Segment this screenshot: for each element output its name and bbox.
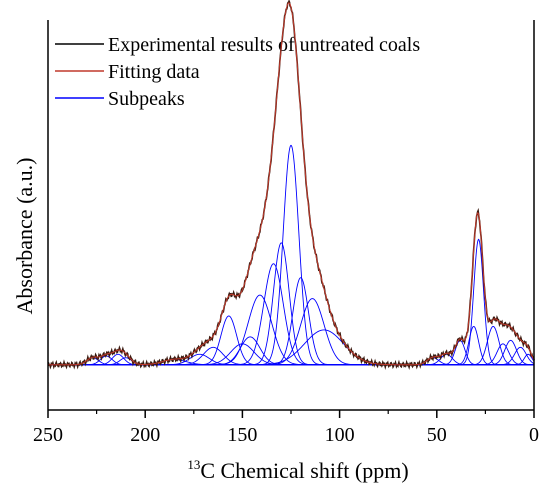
- legend-label: Fitting data: [108, 61, 200, 83]
- x-axis-label-text: C Chemical shift (ppm): [200, 458, 408, 483]
- x-axis-label-superscript: 13: [187, 457, 200, 472]
- subpeak-curve: [48, 263, 534, 366]
- x-tick-label: 200: [130, 424, 160, 446]
- axes: 250 200 150 100 50 0: [33, 20, 539, 446]
- x-tick-label: 0: [529, 424, 539, 446]
- x-tick-label: 100: [325, 424, 355, 446]
- subpeak-curve: [48, 343, 534, 366]
- fitting-curve: [48, 2, 535, 366]
- legend: Experimental results of untreated coals F…: [55, 34, 420, 110]
- subpeak-curve: [48, 353, 535, 366]
- subpeak-curve: [48, 343, 534, 366]
- legend-label: Experimental results of untreated coals: [108, 34, 420, 56]
- subpeak-curve: [48, 144, 534, 366]
- legend-label: Subpeaks: [108, 88, 185, 110]
- x-axis-label: 13C Chemical shift (ppm): [187, 457, 408, 483]
- x-tick-label: 50: [427, 424, 447, 446]
- y-axis-label: Absorbance (a.u.): [12, 158, 37, 315]
- subpeak-curve: [48, 242, 534, 366]
- x-tick-label: 150: [227, 424, 257, 446]
- x-tick-label: 250: [33, 424, 63, 446]
- plot-area: [47, 0, 535, 371]
